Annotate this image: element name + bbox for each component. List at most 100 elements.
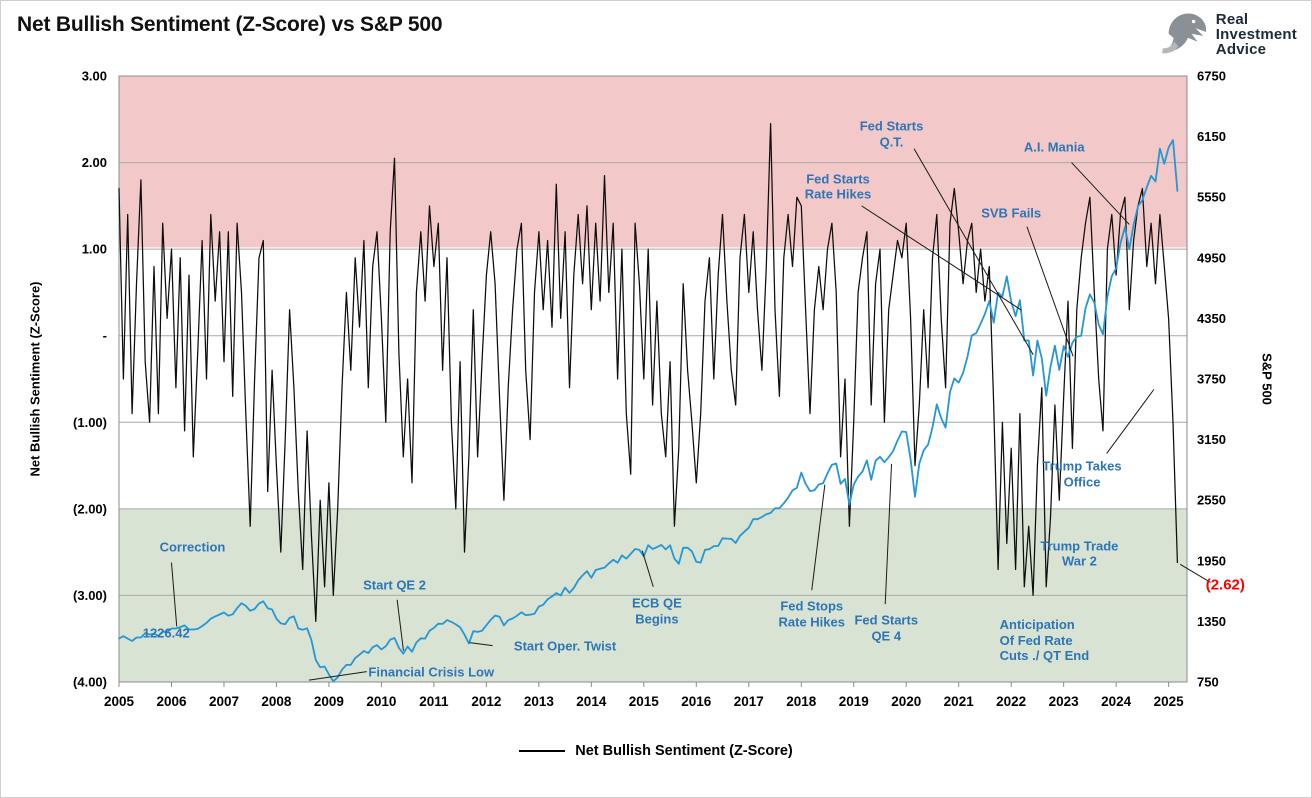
left-tick-label: (4.00)	[73, 675, 107, 690]
annotation-line: War 2	[1061, 553, 1097, 569]
series-lines	[118, 122, 1179, 683]
x-tick-label: 2019	[839, 694, 869, 709]
annotation-line: Of Fed Rate	[999, 632, 1073, 648]
leader-line-fed-starts-qt	[913, 148, 1034, 356]
annotation-line: Anticipation	[999, 617, 1075, 633]
annotation-line: Trump Trade	[1040, 538, 1119, 554]
left-tick-label: 2.00	[82, 155, 107, 170]
x-tick-label: 2011	[419, 694, 449, 709]
brand-logo: Real Investment Advice	[1159, 9, 1297, 60]
left-tick-label: 3.00	[82, 69, 107, 84]
annotation-line: Cuts ./ QT End	[999, 648, 1090, 664]
x-tick-label: 2023	[1049, 694, 1080, 709]
annotation-final-zscore-value: (2.62)	[1206, 577, 1245, 593]
left-axis-title: Net Bullish Sentiment (Z-Score)	[27, 281, 43, 477]
right-tick-label: 3150	[1197, 432, 1226, 447]
brand-name: Real Investment Advice	[1216, 12, 1297, 57]
x-tick-label: 2020	[891, 694, 921, 709]
x-tick-label: 2021	[944, 694, 975, 709]
plot-frame	[118, 75, 1188, 683]
threshold-bands	[119, 76, 1187, 682]
x-tick-label: 2012	[471, 694, 501, 709]
right-tick-label: 4350	[1197, 311, 1226, 326]
page-title: Net Bullish Sentiment (Z-Score) vs S&P 5…	[17, 13, 443, 36]
x-tick-label: 2010	[366, 694, 396, 709]
x-tick-label: 2022	[996, 694, 1026, 709]
left-tick-label: (1.00)	[73, 415, 107, 430]
legend: Net Bullish Sentiment (Z-Score)	[1, 743, 1311, 759]
leader-line-financial-crisis-low	[308, 671, 367, 681]
annotation-fed-starts-qt: Fed Starts Q.T.	[860, 119, 924, 150]
brand-line-2: Investment	[1215, 26, 1297, 43]
leader-line-fed-stops-rate-hikes	[811, 484, 826, 591]
x-tick-label: 2005	[104, 694, 135, 709]
leader-line-ai-mania	[1071, 162, 1130, 225]
annotation-sp-start-value: 1226.42	[143, 625, 190, 641]
annotation-line: (2.62)	[1205, 576, 1245, 594]
annotation-fed-starts-qe4: Fed Starts QE 4	[854, 613, 918, 644]
right-tick-label: 6750	[1197, 69, 1226, 84]
annotation-start-oper-twist: Start Oper. Twist	[514, 638, 616, 654]
annotation-leader-lines	[170, 148, 1211, 681]
annotation-svb-fails: SVB Fails	[981, 205, 1041, 221]
eagle-icon	[1159, 9, 1209, 60]
annotation-line: Begins	[635, 611, 679, 626]
leader-line-trump-takes-office	[1106, 389, 1155, 454]
right-tick-label: 4950	[1197, 250, 1226, 265]
annotation-ai-mania: A.I. Mania	[1024, 139, 1085, 155]
annotation-line: Start QE 2	[363, 577, 426, 593]
annotation-line: SVB Fails	[981, 205, 1042, 221]
x-tick-label: 2015	[629, 694, 660, 709]
annotation-trump-takes-office: Trump Takes Office	[1042, 459, 1121, 490]
annotation-line: Fed Starts	[859, 118, 924, 134]
annotation-trump-trade-war-2: Trump Trade War 2	[1040, 538, 1118, 569]
annotation-line: Financial Crisis Low	[368, 663, 495, 679]
annotation-fed-starts-rate-hikes: Fed Starts Rate Hikes	[805, 171, 871, 202]
right-tick-label: 1950	[1197, 553, 1226, 568]
left-tick-label: -	[103, 328, 107, 343]
series-sp500	[118, 139, 1179, 683]
x-tick-label: 2014	[576, 694, 607, 709]
annotation-line: 1226.42	[142, 624, 190, 640]
overbought-zone-band	[119, 76, 1187, 248]
annotation-line: Office	[1063, 474, 1101, 490]
annotation-anticipation-fed-cuts: Anticipation Of Fed Rate Cuts ./ QT End	[1000, 617, 1090, 664]
annotation-line: Rate Hikes	[778, 614, 845, 630]
right-tick-label: 1350	[1197, 614, 1226, 629]
x-tick-label: 2024	[1101, 694, 1132, 709]
leader-line-start-qe2	[396, 599, 404, 651]
x-tick-label: 2008	[261, 694, 292, 709]
legend-line-swatch	[519, 750, 566, 752]
leader-line-fed-starts-qe4	[884, 463, 893, 605]
annotation-line: ECB QE	[632, 595, 682, 611]
annotation-line: Fed Stops	[780, 598, 844, 614]
x-tick-label: 2017	[734, 694, 764, 709]
brand-line-3: Advice	[1215, 41, 1267, 58]
annotation-line: Trump Takes	[1042, 458, 1122, 474]
annotation-line: Start Oper. Twist	[513, 637, 617, 653]
annotation-line: Correction	[159, 539, 226, 555]
leader-line-fed-starts-rate-hikes	[861, 205, 1022, 311]
x-tick-label: 2013	[524, 694, 555, 709]
annotation-line: A.I. Mania	[1023, 139, 1085, 155]
leader-line-svb-fails	[1026, 226, 1074, 357]
leader-line-ecb-qe-begins	[641, 550, 654, 587]
annotation-ecb-qe-begins: ECB QE Begins	[632, 596, 682, 627]
right-tick-label: 5550	[1197, 190, 1226, 205]
annotation-financial-crisis-low: Financial Crisis Low	[368, 664, 494, 680]
legend-label: Net Bullish Sentiment (Z-Score)	[575, 743, 793, 759]
series-zscore	[118, 122, 1179, 623]
right-tick-label: 2550	[1197, 493, 1226, 508]
brand-line-1: Real	[1215, 11, 1249, 28]
plot-border	[118, 75, 1188, 683]
right-axis-title: S&P 500	[1259, 353, 1275, 405]
annotation-fed-stops-rate-hikes: Fed Stops Rate Hikes	[779, 599, 845, 630]
annotation-line: Rate Hikes	[804, 186, 872, 202]
annotation-line: Fed Starts	[854, 612, 919, 628]
annotation-line: QE 4	[871, 628, 902, 644]
leader-line-final-zscore-value	[1179, 563, 1211, 583]
annotation-line: Q.T.	[879, 134, 904, 149]
annotation-start-qe2: Start QE 2	[363, 577, 426, 593]
left-tick-label: 1.00	[82, 242, 107, 257]
